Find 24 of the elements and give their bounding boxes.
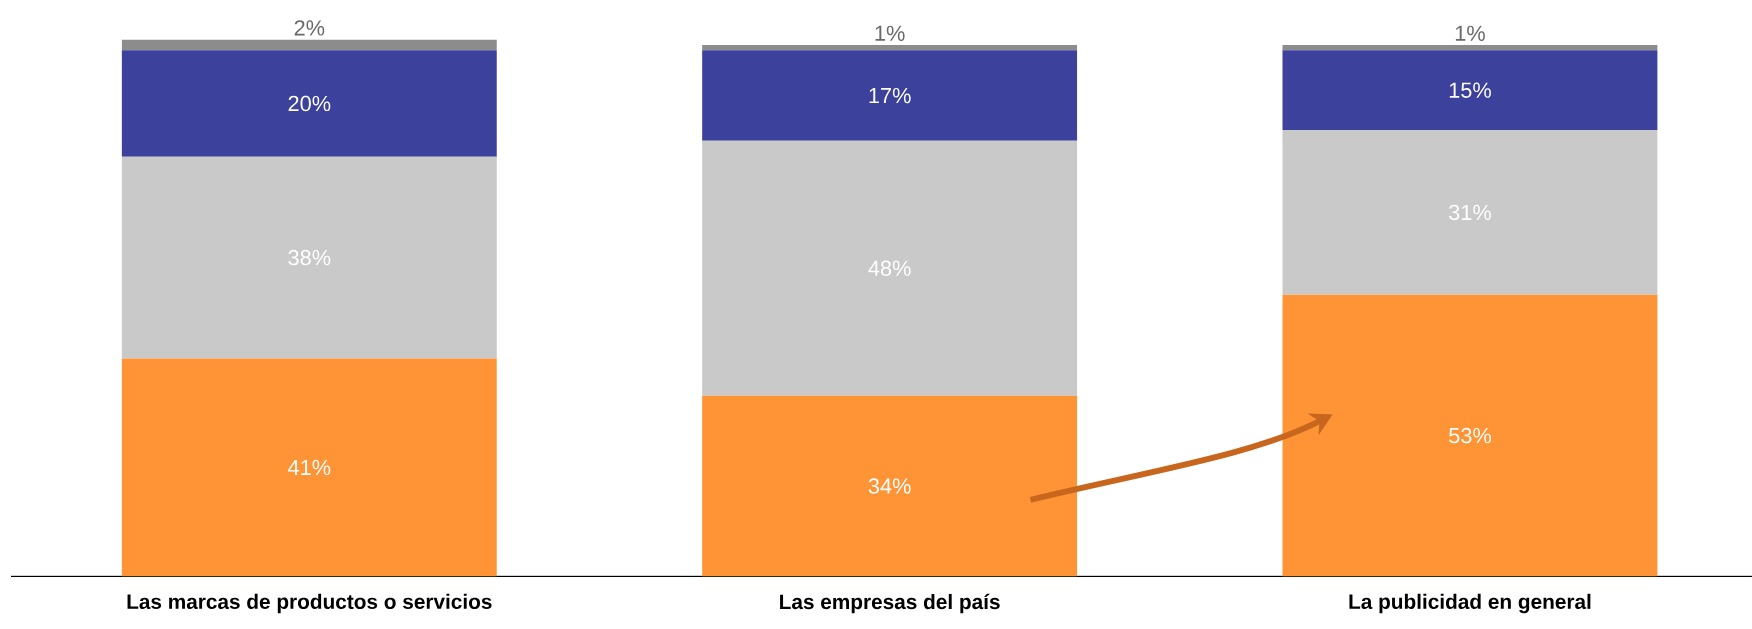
bar: [1282, 50, 1658, 131]
x-tick-label: Las empresas del país: [780, 593, 1000, 614]
bar: [1282, 45, 1658, 51]
x-tick-label: Las marcas de productos o servicios: [127, 593, 492, 614]
bar: [702, 50, 1078, 141]
data-label: 53%: [1449, 427, 1491, 444]
bar: [702, 140, 1078, 396]
bar: [121, 39, 497, 51]
data-label: 15%: [1449, 82, 1491, 98]
x-tick-label: La publicidad en general: [1349, 593, 1591, 614]
bar: [702, 45, 1078, 51]
bar: [121, 358, 497, 577]
bar: [1282, 130, 1658, 295]
data-label: 41%: [288, 459, 331, 476]
data-label: 17%: [869, 87, 911, 104]
bar: [702, 395, 1078, 577]
data-label: 2%: [294, 20, 325, 36]
data-label: 1%: [875, 25, 905, 41]
data-label: 1%: [1455, 25, 1485, 41]
data-label: 20%: [288, 95, 331, 112]
data-label: 34%: [868, 478, 911, 494]
bar: [121, 156, 497, 359]
bar: [1282, 294, 1658, 577]
bar: [121, 50, 497, 157]
